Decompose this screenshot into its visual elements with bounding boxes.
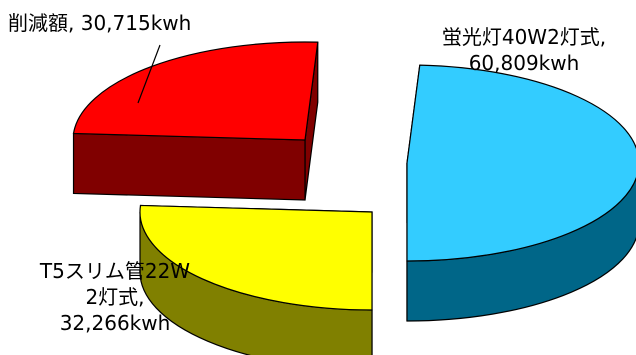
- slice-label-t5-slim-22w: T5スリム管22W 2灯式, 32,266kwh: [10, 258, 220, 336]
- slice-label-line: 2灯式,: [85, 285, 145, 309]
- reduction-top: [72, 41, 319, 141]
- slice-label-fluorescent-40w: 蛍光灯40W2灯式, 60,809kwh: [414, 24, 634, 76]
- pie-slice-reduction: [72, 41, 319, 201]
- slice-label-line: T5スリム管22W: [39, 259, 191, 283]
- pie-slice-fluorescent-40w: [406, 64, 636, 322]
- slice-label-line: 削減額, 30,715kwh: [8, 11, 192, 35]
- slice-label-line: 蛍光灯40W2灯式,: [441, 25, 607, 49]
- t5-slim-top: [139, 204, 373, 311]
- label-leader-line: [137, 44, 161, 104]
- slice-label-line: 32,266kwh: [59, 311, 171, 335]
- slice-label-reduction: 削減額, 30,715kwh: [8, 10, 191, 36]
- pie-slice-t5-slim-22w: [139, 204, 373, 355]
- reduction-wall: [72, 132, 306, 201]
- fluorescent-top: [406, 64, 636, 262]
- slice-label-line: 60,809kwh: [468, 51, 580, 75]
